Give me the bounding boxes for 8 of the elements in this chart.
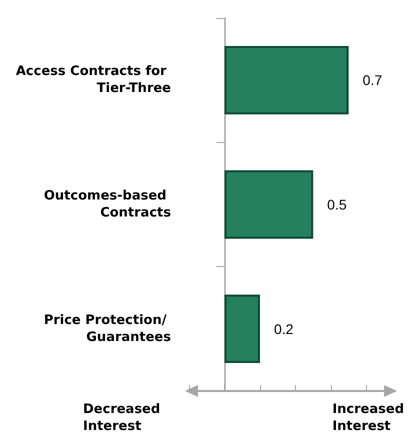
data-label: 0.2: [274, 320, 294, 337]
data-label: 0.7: [362, 72, 382, 88]
data-label: 0.5: [327, 196, 347, 212]
y-tick-label: Price Protection/ Guarantees: [44, 312, 172, 345]
text: Increased Interest: [332, 402, 404, 434]
text: Decreased Interest: [83, 402, 160, 434]
y-tick-label: Access Contracts for Tier-Three: [16, 64, 172, 96]
y-tick-label: Outcomes-based Contracts: [44, 188, 172, 220]
